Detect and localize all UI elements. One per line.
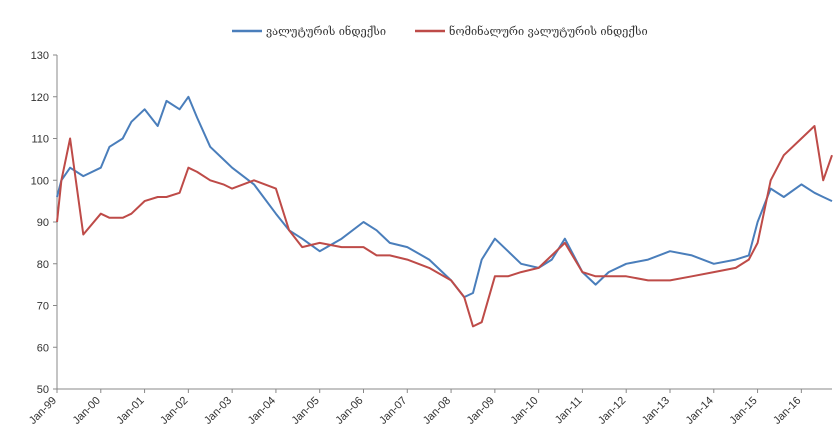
y-tick-label: 50	[37, 384, 49, 396]
y-tick-label: 100	[31, 175, 49, 187]
x-tick-label: Jan-03	[202, 395, 234, 427]
x-tick-label: Jan-06	[333, 395, 365, 427]
x-tick-label: Jan-02	[158, 395, 190, 427]
x-tick-label: Jan-01	[114, 395, 146, 427]
y-tick-label: 90	[37, 217, 49, 229]
y-tick-label: 60	[37, 342, 49, 354]
y-axis-ticks: 50 60 70 80 90 100 110 120 130	[31, 50, 57, 396]
x-tick-label: Jan-00	[71, 395, 103, 427]
x-tick-label: Jan-13	[640, 395, 672, 427]
series-line-2	[56, 125, 833, 328]
legend: ვალუტურის ინდექსი ნომინალური ვალუტურის ი…	[232, 25, 648, 38]
x-tick-label: Jan-14	[684, 395, 716, 427]
legend-label-series-1: ვალუტურის ინდექსი	[266, 25, 386, 38]
x-tick-label: Jan-11	[553, 395, 585, 427]
legend-label-series-2: ნომინალური ვალუტურის ინდექსი	[449, 25, 648, 38]
x-tick-label: Jan-05	[290, 395, 322, 427]
y-tick-label: 80	[37, 259, 49, 271]
x-tick-label: Jan-16	[771, 395, 803, 427]
x-tick-label: Jan-99	[27, 395, 59, 427]
series-lines	[56, 95, 833, 328]
y-tick-label: 110	[31, 134, 49, 146]
x-axis-ticks: Jan-99 Jan-00 Jan-01 Jan-02 Jan-03 Jan-04 Jan-…	[27, 389, 803, 427]
x-tick-label: Jan-09	[465, 395, 497, 427]
y-tick-label: 120	[31, 92, 49, 104]
x-tick-label: Jan-15	[727, 395, 759, 427]
y-tick-label: 130	[31, 50, 49, 62]
x-tick-label: Jan-08	[421, 395, 453, 427]
x-tick-label: Jan-10	[508, 395, 540, 427]
x-tick-label: Jan-07	[377, 395, 409, 427]
x-tick-label: Jan-04	[246, 395, 278, 427]
series-line-1	[56, 95, 833, 299]
y-tick-label: 70	[37, 301, 49, 313]
x-tick-label: Jan-12	[596, 395, 628, 427]
